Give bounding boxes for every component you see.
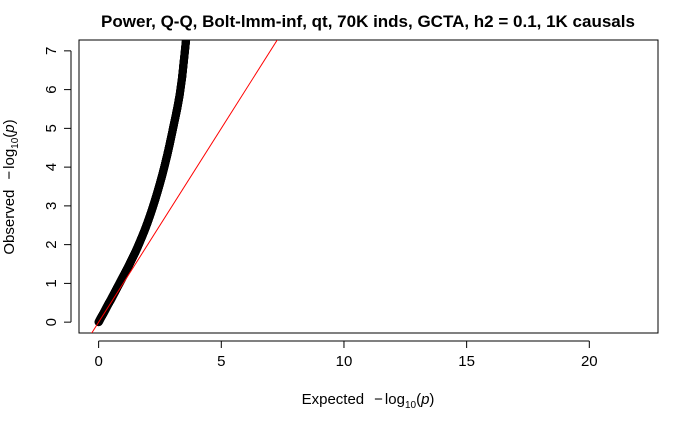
data-point xyxy=(183,31,190,38)
reference-line xyxy=(91,40,278,333)
data-points xyxy=(94,30,191,327)
plot-frame xyxy=(78,39,659,334)
y-tick-label: 1 xyxy=(43,279,60,287)
y-axis: 0 1 2 3 4 5 6 7 xyxy=(43,47,72,326)
x-tick-label: 0 xyxy=(94,353,102,370)
y-tick-label: 4 xyxy=(43,163,60,171)
y-tick-label: 7 xyxy=(43,47,60,55)
y-axis-label: Observed−log10(p) xyxy=(1,119,21,254)
data-point xyxy=(183,32,190,39)
y-tick-label: 5 xyxy=(43,124,60,132)
x-tick-label: 5 xyxy=(217,353,225,370)
y-tick-label: 6 xyxy=(43,85,60,93)
y-tick-label: 3 xyxy=(43,202,60,210)
y-tick-label: 2 xyxy=(43,240,60,248)
x-tick-label: 15 xyxy=(458,353,475,370)
data-point xyxy=(183,32,190,39)
x-axis-label: Expected − log10(p) xyxy=(302,391,435,411)
x-tick-label: 20 xyxy=(581,353,598,370)
data-point xyxy=(184,40,189,41)
data-point xyxy=(183,33,190,40)
data-point xyxy=(183,31,190,38)
data-point xyxy=(183,40,189,41)
x-axis: 0 5 10 15 20 xyxy=(94,340,598,370)
y-tick-label: 0 xyxy=(43,318,60,326)
data-point xyxy=(183,30,190,37)
chart-title: Power, Q-Q, Bolt-lmm-inf, qt, 70K inds, … xyxy=(101,12,635,31)
x-tick-label: 10 xyxy=(336,353,353,370)
